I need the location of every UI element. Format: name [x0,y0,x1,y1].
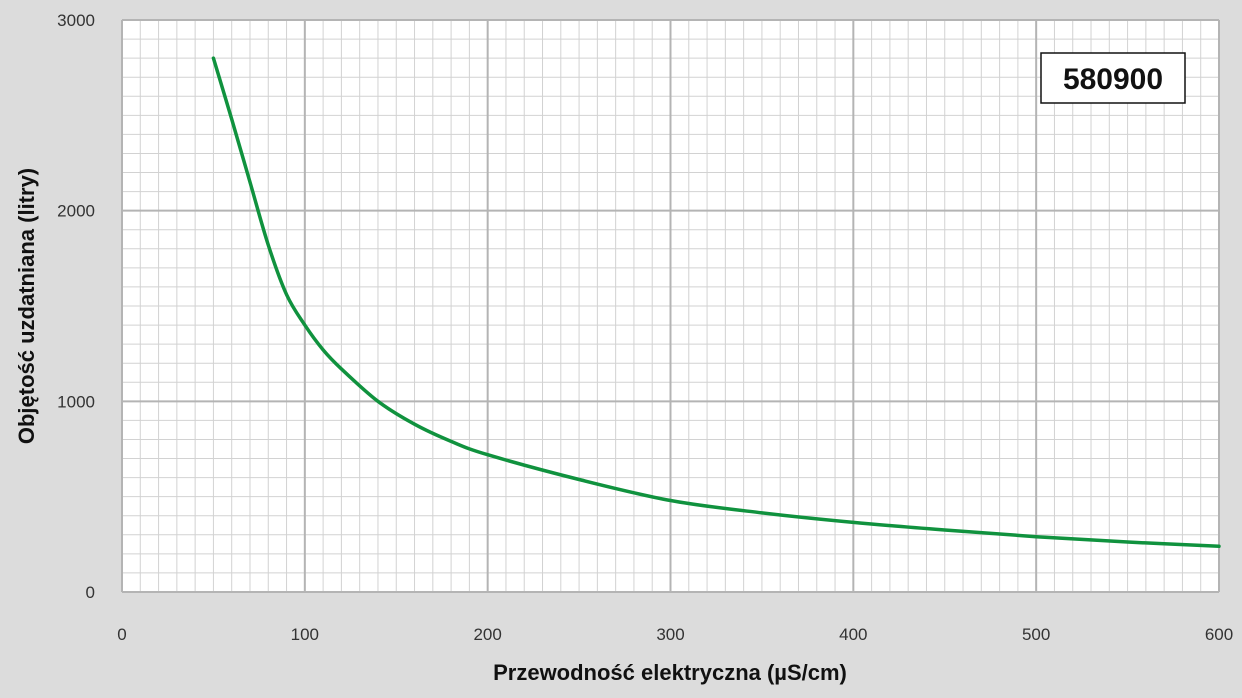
x-tick-label: 500 [1022,625,1050,644]
badge-label: 580900 [1063,63,1163,96]
y-tick-label: 2000 [57,202,95,221]
y-tick-label: 0 [86,583,95,602]
x-tick-label: 600 [1205,625,1233,644]
x-tick-label: 300 [656,625,684,644]
y-tick-labels: 0 1000 2000 3000 [57,11,95,602]
x-tick-label: 100 [291,625,319,644]
series-layer [211,56,1221,548]
x-axis-title: Przewodność elektryczna (µS/cm) [493,660,847,685]
x-tick-label: 400 [839,625,867,644]
y-axis-title: Objętość uzdatniana (litry) [14,168,39,444]
x-tick-label: 200 [473,625,501,644]
grid-major [121,19,1220,593]
series-line-0 [211,56,1221,548]
y-tick-label: 1000 [57,392,95,411]
x-tick-label: 0 [117,625,126,644]
badge-box [1040,52,1186,104]
x-tick-labels: 0 100 200 300 400 500 600 [117,625,1233,644]
y-tick-label: 3000 [57,11,95,30]
badge: 580900 [1040,52,1186,104]
